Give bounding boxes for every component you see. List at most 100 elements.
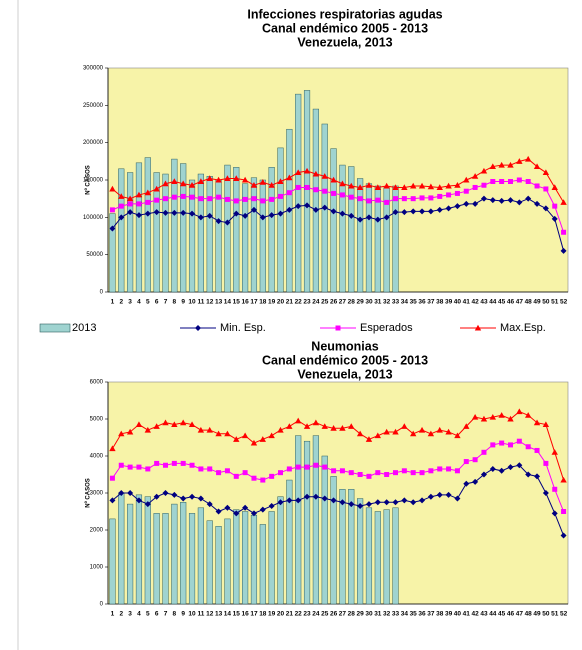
point [384, 199, 390, 205]
point [560, 476, 567, 483]
point [401, 196, 407, 202]
y-tick-label: 4000 [90, 454, 104, 460]
x-tick-label: 11 [197, 611, 204, 618]
point [534, 447, 540, 453]
y-tick-label: 100000 [83, 215, 104, 221]
point [436, 206, 443, 213]
x-tick-label: 17 [250, 299, 258, 306]
x-tick-label: 31 [374, 611, 382, 618]
point [163, 462, 168, 468]
point [383, 428, 390, 435]
point [339, 210, 346, 217]
point [286, 174, 293, 181]
point [489, 465, 496, 472]
bar [339, 164, 346, 293]
x-tick-label: 7 [164, 299, 168, 306]
point [508, 178, 513, 184]
point [480, 415, 488, 422]
point [525, 471, 532, 478]
point [215, 218, 222, 225]
x-tick-label: 40 [454, 299, 462, 306]
point [126, 195, 134, 202]
point [224, 175, 231, 182]
point [171, 178, 178, 184]
point [171, 209, 178, 216]
point [206, 501, 213, 508]
point [445, 205, 452, 212]
point [463, 188, 469, 194]
point [251, 196, 257, 202]
point [118, 462, 124, 468]
x-tick-label: 14 [224, 611, 232, 618]
point [241, 432, 249, 439]
point [330, 208, 337, 215]
x-tick-label: 28 [348, 299, 356, 306]
point [259, 179, 267, 185]
point [118, 430, 125, 437]
x-tick-label: 8 [173, 611, 177, 618]
point [118, 203, 124, 209]
bar [259, 524, 266, 605]
point [401, 184, 408, 190]
point [118, 490, 125, 496]
point [206, 426, 213, 433]
point [348, 501, 355, 508]
point [480, 471, 487, 478]
x-tick-label: 3 [128, 299, 132, 306]
point [331, 468, 337, 474]
point [348, 212, 355, 219]
point [224, 430, 231, 437]
x-tick-label: 10 [188, 611, 196, 618]
point [437, 193, 443, 199]
point [241, 176, 249, 183]
point [250, 510, 257, 517]
x-tick-label: 35 [410, 299, 418, 306]
point [303, 423, 311, 429]
point [374, 432, 382, 439]
x-tick-label: 44 [489, 611, 497, 618]
point [304, 202, 311, 209]
point [427, 493, 434, 500]
point [250, 206, 257, 213]
point [471, 173, 479, 179]
point [481, 182, 487, 188]
point [454, 468, 460, 474]
bar [383, 509, 390, 605]
point [268, 182, 275, 188]
point [197, 178, 205, 184]
x-tick-label: 40 [454, 611, 462, 618]
point [313, 462, 319, 468]
point [259, 506, 266, 513]
point [303, 167, 311, 174]
point [472, 200, 479, 207]
y-tick-label: 250000 [83, 103, 104, 109]
x-tick-label: 52 [560, 299, 568, 306]
x-tick-label: 27 [339, 299, 347, 306]
x-tick-label: 46 [507, 299, 515, 306]
point [250, 182, 258, 188]
bar [295, 435, 302, 605]
point [561, 229, 567, 235]
point [419, 497, 426, 504]
point [153, 185, 160, 192]
x-tick-label: 9 [181, 299, 185, 306]
bar [250, 514, 258, 605]
point [348, 423, 355, 429]
point [489, 163, 497, 170]
point [560, 199, 567, 205]
bar [303, 90, 311, 293]
x-tick-label: 8 [173, 299, 177, 306]
point [480, 167, 488, 174]
bar [357, 178, 364, 293]
x-tick-label: 42 [471, 299, 479, 306]
point [154, 460, 160, 466]
point [127, 464, 133, 470]
bar [224, 518, 231, 605]
x-tick-label: 48 [525, 611, 533, 618]
series-line [112, 198, 565, 252]
bar [242, 183, 249, 293]
point [277, 178, 284, 184]
point [401, 423, 408, 429]
point [224, 196, 230, 202]
point [180, 495, 187, 502]
